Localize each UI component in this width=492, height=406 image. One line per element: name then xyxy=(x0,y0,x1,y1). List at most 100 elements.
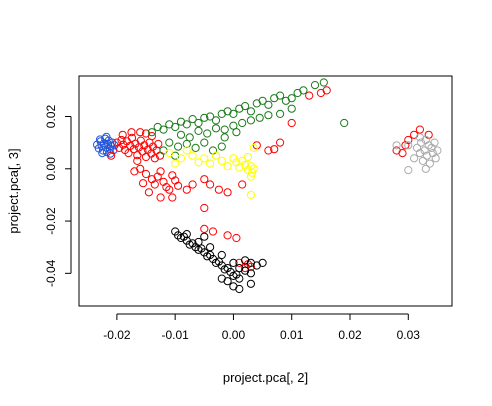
data-point xyxy=(218,157,225,164)
data-point xyxy=(189,152,196,159)
x-tick-label: 0.01 xyxy=(280,328,304,342)
data-point xyxy=(145,189,152,196)
data-point xyxy=(172,160,179,167)
data-point xyxy=(140,180,147,187)
data-point xyxy=(172,123,179,130)
data-point xyxy=(224,163,231,170)
data-point xyxy=(221,134,228,141)
data-point xyxy=(265,112,272,119)
data-point xyxy=(288,95,295,102)
data-point xyxy=(212,117,219,124)
data-point xyxy=(399,150,406,157)
data-point xyxy=(131,168,138,175)
series-1 xyxy=(108,87,433,272)
data-point xyxy=(341,119,348,126)
data-point xyxy=(207,244,214,251)
data-point xyxy=(230,110,237,117)
data-point xyxy=(137,137,144,144)
data-point xyxy=(183,186,190,193)
data-point xyxy=(320,79,327,86)
plot-frame xyxy=(79,76,452,306)
data-point xyxy=(239,181,246,188)
data-point xyxy=(207,181,214,188)
data-point xyxy=(142,153,149,160)
data-point xyxy=(242,103,249,110)
data-point xyxy=(247,280,254,287)
data-point xyxy=(306,92,313,99)
y-axis: -0.04 -0.02 0.00 0.02 xyxy=(44,105,71,287)
data-point xyxy=(189,181,196,188)
data-point xyxy=(215,186,222,193)
y-tick-label: -0.02 xyxy=(44,207,58,235)
data-point xyxy=(224,232,231,239)
series-4 xyxy=(172,228,267,293)
data-point xyxy=(218,143,225,150)
data-point xyxy=(166,150,173,157)
y-tick-label: 0.00 xyxy=(44,157,58,181)
data-point xyxy=(142,170,149,177)
x-axis: -0.02 -0.01 0.00 0.01 0.02 0.03 xyxy=(103,314,420,342)
data-point xyxy=(204,130,211,137)
data-point xyxy=(221,126,228,133)
data-point xyxy=(224,189,231,196)
data-point xyxy=(288,105,295,112)
data-point xyxy=(119,131,126,138)
data-point xyxy=(195,159,202,166)
data-point xyxy=(239,119,246,126)
data-point xyxy=(201,233,208,240)
data-point xyxy=(233,129,240,136)
data-point xyxy=(177,155,184,162)
y-tick-label: -0.04 xyxy=(44,259,58,287)
data-point xyxy=(416,134,423,141)
data-point xyxy=(201,225,208,232)
data-point xyxy=(247,108,254,115)
data-point xyxy=(311,82,318,89)
data-point xyxy=(201,204,208,211)
x-tick-label: -0.01 xyxy=(161,328,189,342)
data-point xyxy=(218,275,225,282)
data-point xyxy=(300,87,307,94)
data-point xyxy=(247,191,254,198)
data-point xyxy=(195,119,202,126)
data-point xyxy=(183,121,190,128)
points-layer xyxy=(94,79,442,293)
y-axis-title: project.pca[, 3] xyxy=(6,148,21,233)
x-tick-label: 0.03 xyxy=(397,328,421,342)
x-tick-label: 0.02 xyxy=(338,328,362,342)
data-point xyxy=(160,126,167,133)
data-point xyxy=(218,251,225,258)
data-point xyxy=(259,259,266,266)
data-point xyxy=(195,127,202,134)
data-point xyxy=(256,114,263,121)
data-point xyxy=(393,142,400,149)
x-tick-label: 0.00 xyxy=(222,328,246,342)
data-point xyxy=(244,153,251,160)
data-point xyxy=(166,139,173,146)
data-point xyxy=(209,228,216,235)
data-point xyxy=(201,176,208,183)
data-point xyxy=(212,125,219,132)
data-point xyxy=(177,131,184,138)
data-point xyxy=(405,167,412,174)
data-point xyxy=(169,194,176,201)
data-point xyxy=(265,101,272,108)
series-3 xyxy=(166,144,258,198)
series-5 xyxy=(393,134,441,174)
data-point xyxy=(419,157,426,164)
data-point xyxy=(247,117,254,124)
data-point xyxy=(157,194,164,201)
data-point xyxy=(233,234,240,241)
data-point xyxy=(422,165,429,172)
x-tick-label: -0.02 xyxy=(103,328,131,342)
data-point xyxy=(207,160,214,167)
data-point xyxy=(277,110,284,117)
data-point xyxy=(236,285,243,292)
data-point xyxy=(277,139,284,146)
data-point xyxy=(416,126,423,133)
data-point xyxy=(201,139,208,146)
data-point xyxy=(411,155,418,162)
y-tick-label: 0.02 xyxy=(44,105,58,129)
data-point xyxy=(192,144,199,151)
